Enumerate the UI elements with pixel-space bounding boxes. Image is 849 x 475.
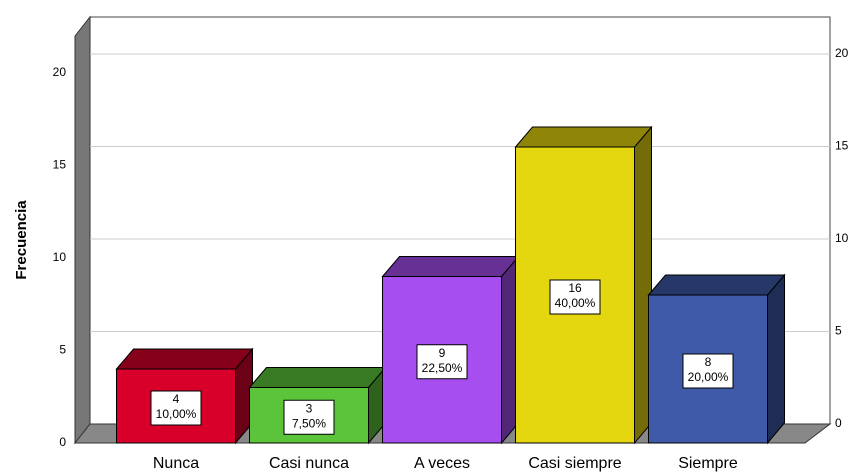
value-label: 16 — [568, 281, 582, 295]
x-tick-label: Casi siempre — [528, 455, 621, 472]
y-tick-label: 5 — [59, 343, 66, 357]
x-tick-label: A veces — [414, 455, 470, 472]
bar-top — [381, 256, 520, 277]
percentage-label: 40,00% — [555, 296, 596, 310]
y-axis-title: Frecuencia — [13, 200, 30, 280]
y-tick-label: 10 — [53, 250, 67, 264]
value-label-box — [682, 353, 734, 389]
bar-side — [767, 273, 785, 445]
value-label: 9 — [439, 346, 446, 360]
y-tick-label: 0 — [59, 435, 66, 449]
percentage-label: 20,00% — [688, 370, 729, 384]
x-tick-label: Casi nunca — [269, 455, 349, 472]
value-label-box — [416, 344, 468, 380]
bar-top — [514, 126, 653, 148]
y2-tick-label: 15 — [835, 139, 849, 153]
value-label: 3 — [306, 401, 313, 415]
value-label-box — [150, 390, 202, 426]
percentage-label: 22,50% — [422, 361, 463, 375]
y2-tick-label: 5 — [835, 324, 842, 338]
left-wall — [74, 15, 91, 445]
x-tick-label: Siempre — [678, 455, 738, 472]
y2-tick-label: 0 — [835, 416, 842, 430]
bar — [115, 347, 254, 445]
value-label: 4 — [173, 392, 180, 406]
bar-top — [115, 348, 254, 370]
bar-top — [248, 367, 387, 388]
bar-top — [647, 274, 786, 296]
y-tick-label: 15 — [53, 158, 67, 172]
y2-tick-label: 10 — [835, 231, 849, 245]
percentage-label: 7,50% — [292, 416, 326, 430]
value-label-box — [549, 279, 601, 315]
percentage-label: 10,00% — [156, 407, 197, 421]
bar — [381, 255, 520, 445]
x-tick-label: Nunca — [153, 455, 199, 472]
value-label: 8 — [705, 355, 712, 369]
y2-tick-label: 20 — [835, 46, 849, 60]
y-tick-label: 20 — [53, 65, 67, 79]
bar-front — [382, 276, 502, 444]
value-label-box — [283, 399, 335, 435]
